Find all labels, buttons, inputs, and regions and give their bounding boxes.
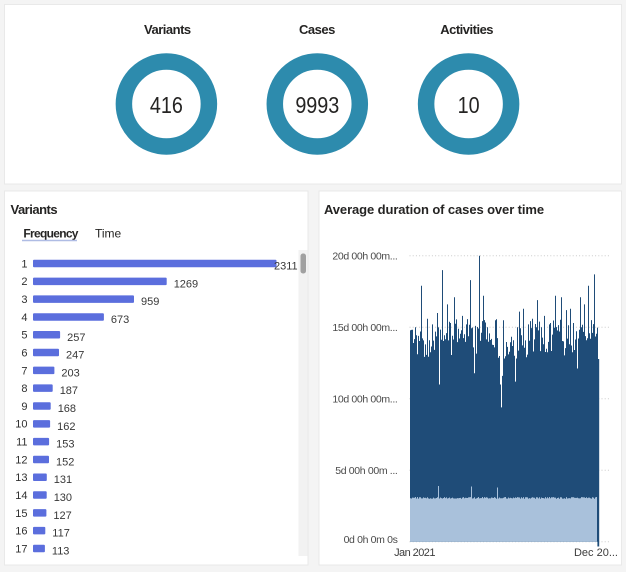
svg-text:12: 12 <box>15 454 27 466</box>
svg-text:Jan 2021: Jan 2021 <box>394 547 435 559</box>
svg-text:10: 10 <box>458 93 480 119</box>
svg-text:Time: Time <box>95 227 122 241</box>
svg-text:5: 5 <box>21 330 27 342</box>
svg-text:257: 257 <box>67 332 85 344</box>
svg-text:153: 153 <box>56 439 74 451</box>
svg-text:113: 113 <box>52 546 70 558</box>
svg-text:127: 127 <box>53 510 71 522</box>
svg-text:16: 16 <box>15 526 27 538</box>
svg-text:Variants: Variants <box>144 22 191 37</box>
svg-text:117: 117 <box>52 528 70 540</box>
svg-text:959: 959 <box>141 296 159 308</box>
svg-text:4: 4 <box>21 312 27 324</box>
svg-text:Frequency: Frequency <box>23 227 78 241</box>
svg-text:247: 247 <box>66 350 84 362</box>
svg-text:Average duration of cases over: Average duration of cases over time <box>324 202 544 217</box>
svg-text:130: 130 <box>54 492 72 504</box>
svg-text:9: 9 <box>21 401 27 413</box>
svg-text:152: 152 <box>56 456 74 468</box>
svg-text:Cases: Cases <box>299 22 335 37</box>
svg-text:416: 416 <box>150 93 183 119</box>
svg-text:8: 8 <box>21 383 27 395</box>
svg-text:1: 1 <box>21 258 27 270</box>
svg-text:15: 15 <box>15 508 27 520</box>
svg-text:7: 7 <box>21 365 27 377</box>
svg-text:187: 187 <box>60 385 78 397</box>
svg-text:Activities: Activities <box>440 22 493 37</box>
svg-text:11: 11 <box>16 437 27 449</box>
svg-text:20d 00h 00m...: 20d 00h 00m... <box>332 251 397 263</box>
svg-text:15d 00h 00m...: 15d 00h 00m... <box>332 322 397 334</box>
svg-text:5d 00h 00m ...: 5d 00h 00m ... <box>335 465 397 477</box>
svg-text:673: 673 <box>111 314 129 326</box>
svg-text:Dec 20...: Dec 20... <box>574 547 618 559</box>
svg-text:203: 203 <box>61 367 79 379</box>
svg-text:6: 6 <box>21 348 27 360</box>
svg-text:162: 162 <box>57 421 75 433</box>
svg-text:3: 3 <box>21 294 27 306</box>
svg-text:14: 14 <box>15 490 27 502</box>
svg-text:168: 168 <box>58 403 76 415</box>
svg-text:17: 17 <box>15 543 27 555</box>
svg-text:10d 00h 00m...: 10d 00h 00m... <box>332 394 397 406</box>
svg-text:13: 13 <box>15 472 27 484</box>
svg-text:131: 131 <box>54 474 72 486</box>
svg-text:2311: 2311 <box>274 261 298 273</box>
svg-text:9993: 9993 <box>295 93 339 119</box>
svg-text:0d 0h 0m 0s: 0d 0h 0m 0s <box>344 534 398 546</box>
svg-text:1269: 1269 <box>174 278 198 290</box>
svg-text:Variants: Variants <box>11 202 58 217</box>
svg-text:10: 10 <box>15 419 27 431</box>
svg-text:2: 2 <box>21 276 27 288</box>
